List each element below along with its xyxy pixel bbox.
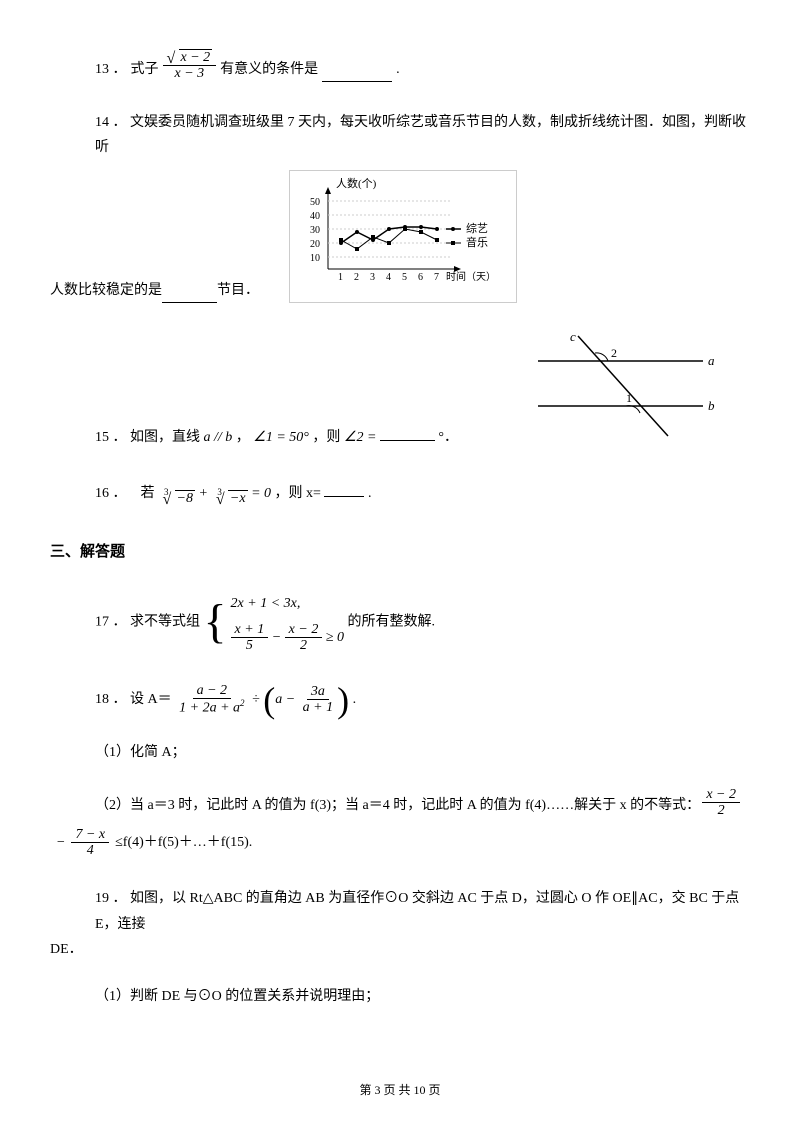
q13-numerator: x − 2 [179, 49, 213, 65]
q14-text2-pre: 人数比较稳定的是 [50, 278, 162, 303]
line-chart-svg: 人数(个) 10 20 30 40 50 [296, 177, 506, 287]
q13-fraction: x − 2 x − 3 [163, 50, 217, 82]
q18-number: 18 ． [95, 692, 127, 707]
q14-chart: 人数(个) 10 20 30 40 50 [289, 170, 517, 303]
q15-number: 15 ． [95, 430, 127, 445]
svg-text:c: c [570, 331, 576, 344]
q19-sub1: （1）判断 DE 与⊙O 的位置关系并说明理由； [95, 984, 750, 1009]
q13-blank [322, 64, 392, 82]
q16-pre: 若 [141, 486, 155, 501]
q14-text2-post: 节目． [217, 278, 259, 303]
q17-pre: 求不等式组 [130, 614, 200, 629]
q14-number: 14 ． [95, 115, 127, 130]
svg-text:音乐: 音乐 [466, 235, 488, 249]
question-15: 15 ． 如图，直线 a // b ， ∠1 = 50° ，则 ∠2 = °． … [50, 331, 750, 450]
q14-blank [162, 285, 217, 303]
svg-text:4: 4 [386, 272, 391, 283]
q15-ab: a // b [204, 430, 233, 445]
question-17: 17 ． 求不等式组 { 2x + 1 < 3x, x + 15 − x − 2… [95, 591, 750, 654]
q17-system: { 2x + 1 < 3x, x + 15 − x − 22 ≥ 0 [204, 591, 345, 654]
q15-angle1: ∠1 = 50° [253, 430, 309, 445]
q19-text: 如图，以 Rt△ABC 的直角边 AB 为直径作⊙O 交斜边 AC 于点 D，过… [95, 891, 739, 931]
chart-ylabel: 人数(个) [336, 177, 377, 190]
question-18: 18 ． 设 A＝ a − 21 + 2a + a2 ÷ ( a − 3aa +… [50, 682, 750, 859]
svg-text:20: 20 [310, 239, 320, 250]
q16-cbrt2: 3 −x [211, 486, 247, 511]
parallel-lines-svg: a b c 2 1 [518, 331, 728, 441]
q19-number: 19 ． [95, 891, 127, 906]
q16-number: 16 ． [95, 486, 127, 501]
svg-text:7: 7 [434, 272, 439, 283]
svg-text:时间（天）: 时间（天） [446, 270, 496, 283]
question-14: 14 ． 文娱委员随机调查班级里 7 天内，每天收听综艺或音乐节目的人数，制成折… [50, 110, 750, 304]
q13-period: . [396, 57, 400, 82]
q18-sub1: （1）化简 A； [95, 740, 750, 765]
svg-text:综艺: 综艺 [466, 221, 488, 235]
q15-diagram: a b c 2 1 [518, 331, 728, 450]
svg-text:1: 1 [338, 272, 343, 283]
question-16: 16 ． 若 3 −8 + 3 −x = 0 ，则 x= . [95, 479, 750, 511]
svg-text:b: b [708, 398, 715, 413]
svg-text:2: 2 [354, 272, 359, 283]
svg-text:3: 3 [370, 272, 375, 283]
q14-text1: 文娱委员随机调查班级里 7 天内，每天收听综艺或音乐节目的人数，制成折线统计图．… [95, 115, 746, 155]
svg-text:40: 40 [310, 211, 320, 222]
q13-denominator: x − 3 [171, 66, 209, 81]
q17-post: 的所有整数解. [348, 614, 436, 629]
svg-text:50: 50 [310, 197, 320, 208]
q19-text2: DE． [50, 937, 750, 962]
svg-text:1: 1 [626, 391, 632, 405]
page-footer: 第 3 页 共 10 页 [0, 1080, 800, 1102]
q17-number: 17 ． [95, 614, 127, 629]
q15-text1: 如图，直线 [130, 430, 200, 445]
q13-post: 有意义的条件是 [220, 57, 318, 82]
q18-pre: 设 A＝ [130, 692, 172, 707]
svg-text:5: 5 [402, 272, 407, 283]
svg-text:6: 6 [418, 272, 423, 283]
question-13: 13 ． 式子 x − 2 x − 3 有意义的条件是 . [95, 50, 750, 82]
q13-number: 13 ． [95, 57, 127, 82]
q15-blank [380, 423, 435, 441]
q18-paren: ( a − 3aa + 1 ) [263, 682, 349, 718]
section-3-title: 三、解答题 [50, 539, 750, 566]
q15-angle2: ∠2 = [344, 430, 377, 445]
svg-text:a: a [708, 353, 715, 368]
q18-sub2a: （2）当 a＝3 时，记此时 A 的值为 f(3)；当 a＝4 时，记此时 A … [95, 798, 700, 813]
q18-sub2b: ≤f(4)＋f(5)＋…＋f(15). [115, 830, 252, 855]
svg-text:30: 30 [310, 225, 320, 236]
q13-pre: 式子 [131, 57, 159, 82]
svg-text:10: 10 [310, 253, 320, 264]
q16-cbrt1: 3 −8 [158, 486, 195, 511]
svg-text:2: 2 [611, 346, 617, 360]
q16-blank [324, 479, 364, 497]
question-19: 19 ． 如图，以 Rt△ABC 的直角边 AB 为直径作⊙O 交斜边 AC 于… [50, 886, 750, 1009]
